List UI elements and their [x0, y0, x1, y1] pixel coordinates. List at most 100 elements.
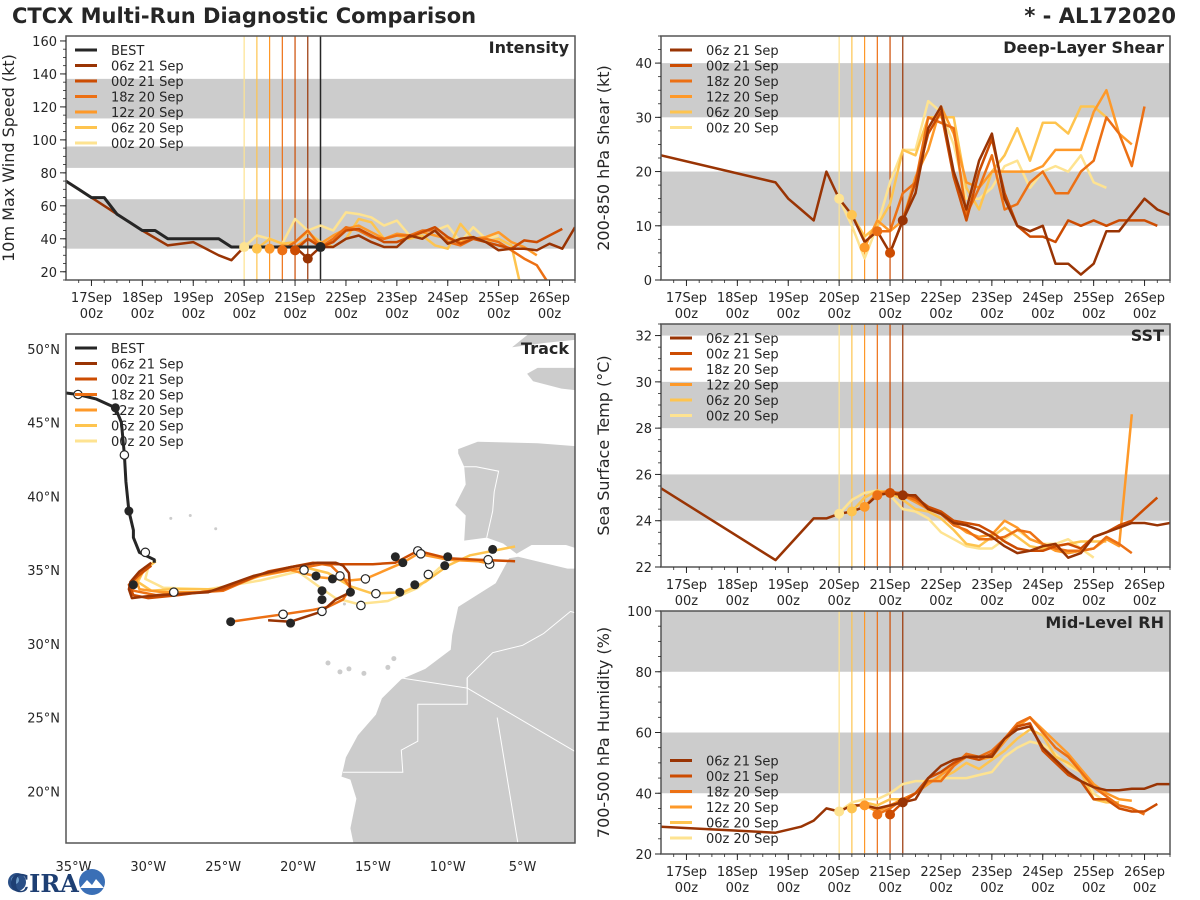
legend-label: 06z 20 Sep [706, 394, 779, 409]
x-tick-label: 22Sep [920, 291, 961, 306]
y-axis-label: 200-850 hPa Shear (kt) [594, 65, 613, 251]
x-tick-label: 00z [878, 594, 902, 609]
track-point-open [423, 569, 434, 580]
x-tick-label: 00z [1031, 594, 1055, 609]
legend-label: 00z 21 Sep [706, 348, 779, 363]
y-tick-label: 80 [40, 167, 57, 182]
init-marker [277, 245, 288, 256]
x-tick-label: 20Sep [224, 291, 265, 306]
y-tick-label: 0 [644, 274, 652, 289]
legend-label: 18z 20 Sep [706, 75, 779, 90]
series-line [888, 110, 1158, 254]
legend-label: 06z 20 Sep [706, 817, 779, 832]
x-tick-label: 22Sep [325, 291, 366, 306]
track-point-filled [286, 618, 296, 628]
y-tick-label: 100 [32, 134, 57, 149]
x-tick-label: 00z [929, 307, 953, 322]
lon-tick-label: 5°W [509, 860, 537, 875]
lon-tick-label: 10°W [430, 860, 466, 875]
series-line [661, 725, 1170, 834]
legend-label: 18z 20 Sep [706, 786, 779, 801]
x-tick-label: 00z [726, 594, 750, 609]
x-tick-label: 00z [878, 307, 902, 322]
track-point-filled [345, 587, 355, 597]
panel-title: Deep-Layer Shear [1003, 38, 1164, 57]
legend-label: 12z 20 Sep [111, 106, 184, 121]
country-border [464, 466, 500, 538]
init-marker [897, 490, 908, 501]
x-tick-label: 00z [1133, 881, 1157, 896]
y-tick-label: 26 [635, 468, 652, 483]
x-tick-label: 00z [675, 594, 699, 609]
x-tick-label: 00z [827, 594, 851, 609]
island [169, 516, 173, 520]
x-tick-label: 25Sep [1073, 291, 1114, 306]
x-tick-label: 00z [1133, 307, 1157, 322]
track-point-open [416, 549, 426, 559]
x-tick-label: 25Sep [478, 291, 519, 306]
island [361, 670, 367, 676]
y-tick-label: 80 [635, 666, 652, 681]
init-marker [834, 508, 845, 519]
island [214, 527, 218, 531]
x-tick-label: 00z [777, 594, 801, 609]
y-tick-label: 30 [635, 111, 652, 126]
init-marker [251, 243, 262, 254]
track-point-open [335, 571, 345, 581]
track-point-filled [395, 587, 405, 597]
island [391, 656, 397, 662]
x-tick-label: 00z [827, 881, 851, 896]
init-marker [846, 506, 857, 517]
x-tick-label: 19Sep [768, 865, 809, 880]
legend-label: 06z 21 Sep [706, 44, 779, 59]
legend-label: 06z 21 Sep [706, 332, 779, 347]
x-tick-label: 00z [1031, 881, 1055, 896]
x-tick-label: 18Sep [717, 291, 758, 306]
init-marker [239, 242, 250, 253]
panel-title: Track [521, 339, 569, 358]
x-tick-label: 17Sep [71, 291, 112, 306]
y-axis-label: 10m Max Wind Speed (kt) [0, 54, 18, 262]
x-tick-label: 00z [726, 881, 750, 896]
track-point-open [356, 600, 366, 611]
x-tick-label: 00z [1031, 307, 1055, 322]
main-title: CTCX Multi-Run Diagnostic Comparison [12, 4, 477, 28]
track-point-open [119, 450, 130, 460]
x-tick-label: 26Sep [1124, 578, 1165, 593]
x-tick-label: 23Sep [971, 578, 1012, 593]
x-tick-label: 26Sep [1124, 865, 1165, 880]
land-group [169, 334, 575, 843]
lat-tick-label: 20°N [27, 785, 60, 800]
track-point-filled [311, 571, 321, 581]
init-marker [885, 809, 896, 820]
x-tick-label: 25Sep [1073, 578, 1114, 593]
legend-label: 06z 21 Sep [111, 60, 184, 75]
series-group [661, 716, 1170, 834]
x-tick-label: 20Sep [819, 578, 860, 593]
x-tick-label: 18Sep [717, 865, 758, 880]
x-tick-label: 21Sep [870, 865, 911, 880]
x-tick-label: 23Sep [971, 865, 1012, 880]
x-tick-label: 23Sep [971, 291, 1012, 306]
x-tick-label: 22Sep [920, 865, 961, 880]
cira-logo: CIRA [8, 869, 105, 898]
track-point-filled [110, 403, 120, 413]
legend-label: 06z 21 Sep [111, 358, 184, 373]
x-tick-label: 00z [980, 307, 1004, 322]
init-marker [859, 800, 870, 811]
series-line [851, 728, 1120, 810]
tracks-group [66, 389, 516, 628]
x-tick-label: 26Sep [1124, 291, 1165, 306]
track-point-open [317, 606, 327, 617]
y-tick-label: 24 [635, 515, 652, 530]
legend-label: 00z 20 Sep [111, 137, 184, 152]
legend-label: 00z 21 Sep [111, 75, 184, 90]
x-tick-label: 00z [334, 307, 358, 322]
x-tick-label: 24Sep [1022, 865, 1063, 880]
series-group [661, 88, 1170, 276]
track-point-filled [317, 595, 327, 605]
track-point-open [140, 547, 151, 558]
lat-tick-label: 30°N [27, 638, 60, 653]
y-tick-label: 22 [635, 561, 652, 576]
